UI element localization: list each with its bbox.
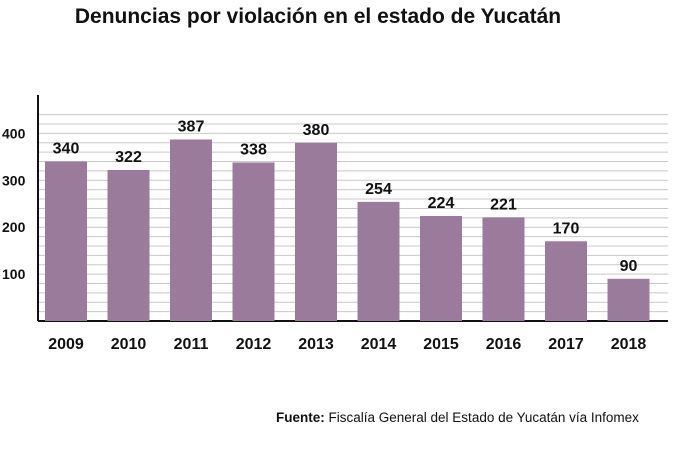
bar-2014: [357, 201, 400, 321]
y-tick-label: 200: [2, 219, 26, 235]
x-tick-label-2014: 2014: [361, 336, 397, 353]
data-label-2017: 170: [553, 220, 580, 237]
data-label-2018: 90: [620, 258, 638, 275]
x-tick-label-2015: 2015: [423, 336, 459, 353]
bar-2017: [545, 241, 587, 321]
source-text: Fiscalía General del Estado de Yucatán v…: [324, 410, 639, 425]
data-label-2011: 387: [178, 118, 205, 135]
bar-2012: [232, 162, 275, 321]
x-tick-label-2013: 2013: [298, 336, 334, 353]
y-tick-label: 100: [2, 266, 26, 282]
bar-2018: [607, 278, 650, 321]
bar-2011: [170, 139, 212, 321]
x-tick-label-2017: 2017: [548, 336, 584, 353]
chart-title: Denuncias por violación en el estado de …: [75, 5, 561, 28]
data-label-2015: 224: [428, 195, 455, 212]
x-tick-label-2011: 2011: [174, 336, 209, 353]
bar-2015: [420, 215, 462, 321]
x-tick-label-2016: 2016: [486, 336, 522, 353]
bar-2016: [482, 217, 525, 321]
data-label-2016: 221: [490, 196, 517, 213]
x-tick-label-2010: 2010: [111, 336, 147, 353]
bars: 340 322 387 338 380 254 224 221 170 90: [45, 118, 650, 321]
data-label-2009: 340: [53, 141, 80, 158]
x-tick-label-2018: 2018: [611, 336, 647, 353]
data-label-2013: 380: [303, 122, 330, 139]
x-axis: 2009 2010 2011 2012 2013 2014 2015 2016 2017 2018: [48, 336, 646, 353]
y-tick-label: 400: [2, 125, 26, 141]
source-note: Fuente: Fiscalía General del Estado de Y…: [276, 410, 639, 425]
data-label-2014: 254: [365, 181, 392, 198]
data-label-2010: 322: [115, 149, 142, 166]
bar-2009: [45, 161, 87, 321]
x-tick-label-2009: 2009: [48, 336, 84, 353]
bar-2010: [107, 169, 150, 321]
source-label: Fuente:: [276, 410, 325, 425]
data-label-2012: 338: [240, 141, 267, 158]
x-tick-label-2012: 2012: [236, 336, 272, 353]
bar-2013: [295, 142, 337, 321]
y-tick-label: 300: [2, 172, 26, 188]
